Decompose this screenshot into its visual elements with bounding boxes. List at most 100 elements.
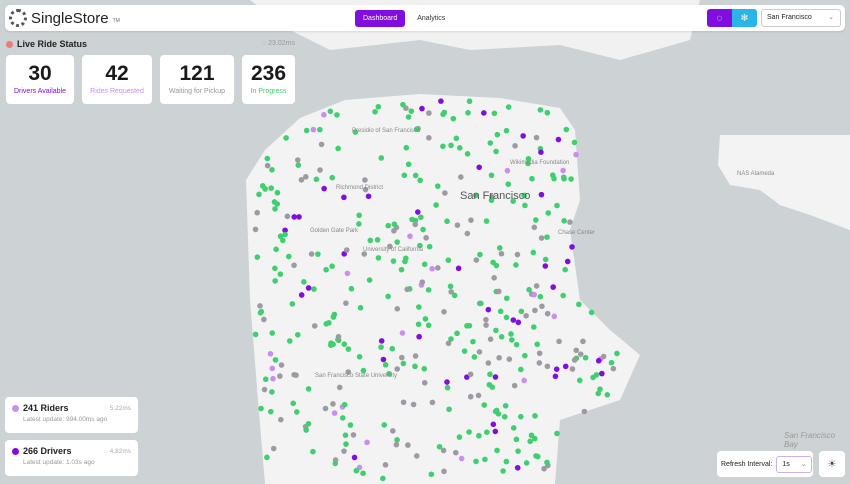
map-marker[interactable]	[614, 350, 620, 357]
map-marker[interactable]	[317, 126, 323, 133]
map-marker[interactable]	[385, 293, 391, 300]
map-marker[interactable]	[305, 420, 312, 427]
map-marker[interactable]	[506, 356, 513, 362]
map-marker[interactable]	[339, 415, 346, 421]
map-marker[interactable]	[533, 134, 540, 141]
map-marker[interactable]	[428, 471, 435, 478]
map-marker[interactable]	[329, 174, 336, 181]
map-marker[interactable]	[521, 377, 527, 384]
map-marker[interactable]	[485, 306, 492, 313]
map-marker[interactable]	[360, 470, 366, 477]
map-marker[interactable]	[273, 246, 279, 253]
map-marker[interactable]	[551, 313, 558, 320]
map-marker[interactable]	[254, 254, 261, 260]
map-marker[interactable]	[390, 428, 396, 434]
map-marker[interactable]	[552, 373, 559, 380]
map-marker[interactable]	[563, 126, 570, 133]
map-marker[interactable]	[485, 360, 492, 366]
map-marker[interactable]	[267, 351, 274, 357]
map-marker[interactable]	[573, 151, 579, 158]
map-marker[interactable]	[426, 110, 432, 116]
map-marker[interactable]	[451, 292, 458, 299]
map-marker[interactable]	[321, 185, 327, 192]
map-marker[interactable]	[442, 190, 448, 196]
map-marker[interactable]	[323, 266, 329, 273]
map-marker[interactable]	[374, 237, 381, 243]
map-marker[interactable]	[394, 437, 400, 443]
map-marker[interactable]	[560, 167, 566, 174]
map-marker[interactable]	[330, 401, 336, 407]
refresh-interval-select[interactable]: 1s ⌄	[776, 455, 813, 473]
map-marker[interactable]	[277, 373, 283, 379]
map-marker[interactable]	[330, 314, 337, 320]
map-marker[interactable]	[476, 349, 483, 355]
singlestore-icon[interactable]: ◌	[707, 9, 732, 27]
map-marker[interactable]	[517, 413, 524, 420]
map-marker[interactable]	[267, 408, 274, 415]
map-marker[interactable]	[356, 212, 362, 219]
map-marker[interactable]	[465, 110, 471, 116]
map-marker[interactable]	[481, 402, 488, 408]
map-marker[interactable]	[414, 126, 420, 132]
map-marker[interactable]	[399, 330, 406, 336]
map-marker[interactable]	[532, 413, 538, 419]
map-marker[interactable]	[497, 308, 504, 315]
map-marker[interactable]	[389, 345, 396, 352]
map-marker[interactable]	[308, 251, 315, 257]
map-marker[interactable]	[533, 283, 540, 289]
map-marker[interactable]	[425, 287, 432, 293]
map-marker[interactable]	[272, 265, 278, 272]
map-marker[interactable]	[576, 301, 582, 308]
map-marker[interactable]	[252, 331, 259, 338]
map-marker[interactable]	[537, 293, 544, 300]
map-marker[interactable]	[252, 226, 259, 233]
map-marker[interactable]	[448, 142, 454, 149]
map-marker[interactable]	[560, 292, 566, 299]
map-marker[interactable]	[544, 363, 551, 370]
map-marker[interactable]	[345, 369, 352, 375]
map-marker[interactable]	[398, 266, 405, 273]
map-marker[interactable]	[544, 234, 550, 240]
map-marker[interactable]	[470, 338, 476, 345]
map-marker[interactable]	[394, 305, 401, 312]
map-marker[interactable]	[342, 432, 349, 438]
map-marker[interactable]	[341, 401, 348, 408]
map-marker[interactable]	[503, 127, 510, 134]
map-marker[interactable]	[491, 110, 498, 117]
map-marker[interactable]	[556, 338, 562, 345]
map-marker[interactable]	[278, 362, 285, 368]
map-marker[interactable]	[269, 365, 276, 372]
map-marker[interactable]	[415, 321, 422, 328]
map-marker[interactable]	[505, 181, 512, 187]
map-marker[interactable]	[545, 210, 552, 216]
map-marker[interactable]	[571, 357, 578, 363]
map-marker[interactable]	[490, 259, 496, 266]
map-marker[interactable]	[510, 425, 517, 431]
map-marker[interactable]	[264, 162, 271, 169]
map-marker[interactable]	[296, 214, 302, 220]
map-marker[interactable]	[478, 300, 484, 307]
map-marker[interactable]	[515, 448, 521, 454]
map-marker[interactable]	[329, 263, 335, 270]
map-marker[interactable]	[503, 458, 510, 465]
map-marker[interactable]	[597, 386, 603, 393]
map-marker[interactable]	[571, 139, 578, 146]
map-marker[interactable]	[458, 455, 465, 462]
map-marker[interactable]	[464, 150, 471, 157]
map-marker[interactable]	[580, 338, 586, 345]
map-marker[interactable]	[361, 251, 368, 257]
map-marker[interactable]	[588, 309, 595, 316]
map-marker[interactable]	[360, 367, 367, 374]
database-toggle[interactable]: ◌ ❄	[707, 9, 757, 27]
map-marker[interactable]	[445, 340, 452, 347]
map-marker[interactable]	[426, 243, 433, 250]
map-marker[interactable]	[391, 221, 398, 227]
map-marker[interactable]	[544, 459, 550, 466]
map-marker[interactable]	[536, 350, 543, 357]
map-marker[interactable]	[386, 370, 392, 377]
map-marker[interactable]	[542, 256, 549, 263]
map-marker[interactable]	[404, 286, 411, 293]
map-marker[interactable]	[576, 377, 583, 384]
map-marker[interactable]	[564, 258, 571, 265]
map-marker[interactable]	[521, 192, 527, 199]
